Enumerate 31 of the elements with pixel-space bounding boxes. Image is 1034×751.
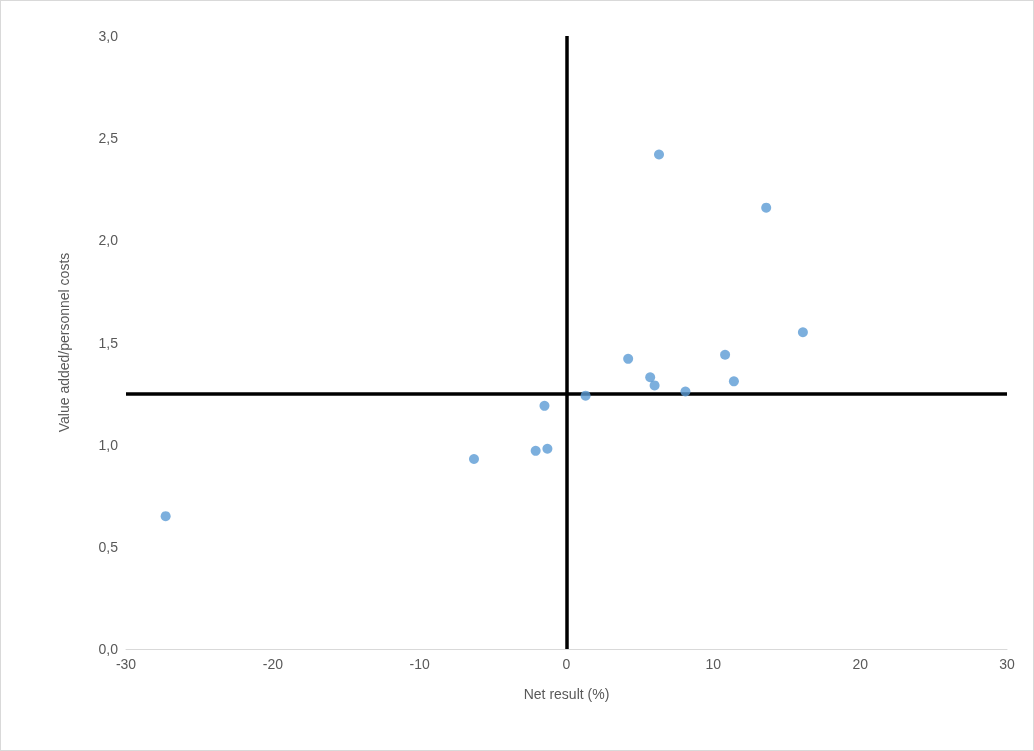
point bbox=[797, 327, 808, 338]
point bbox=[654, 149, 665, 160]
x-tick-label: 10 bbox=[705, 656, 722, 672]
point bbox=[645, 372, 656, 383]
x-tick-label: -10 bbox=[409, 656, 430, 672]
x-tick-label: 0 bbox=[562, 656, 571, 672]
x-axis-title: Net result (%) bbox=[523, 686, 610, 702]
point bbox=[728, 376, 739, 387]
x-tick-label: -20 bbox=[262, 656, 284, 672]
y-tick-label: 3,0 bbox=[98, 28, 119, 44]
y-tick-label: 2,0 bbox=[98, 232, 119, 249]
point bbox=[680, 386, 691, 397]
y-axis-title: Value added/personnel costs bbox=[56, 252, 72, 433]
x-tick-label: 20 bbox=[852, 656, 869, 672]
x-tick-label: -30 bbox=[115, 656, 137, 672]
point bbox=[539, 400, 550, 411]
point bbox=[469, 453, 479, 464]
point bbox=[761, 202, 772, 213]
y-tick-label: 1,0 bbox=[98, 436, 119, 453]
point bbox=[530, 445, 541, 456]
y-tick-label: 1,5 bbox=[98, 334, 119, 351]
y-tick-label: 0,5 bbox=[98, 538, 119, 555]
y-tick-label: 0,0 bbox=[98, 641, 119, 657]
point bbox=[623, 353, 634, 364]
x-tick-label: 30 bbox=[999, 656, 1015, 672]
y-tick-label: 2,5 bbox=[98, 130, 119, 147]
point bbox=[542, 443, 553, 454]
point bbox=[720, 349, 731, 360]
point bbox=[649, 380, 660, 391]
point bbox=[580, 390, 591, 401]
point bbox=[160, 511, 171, 522]
